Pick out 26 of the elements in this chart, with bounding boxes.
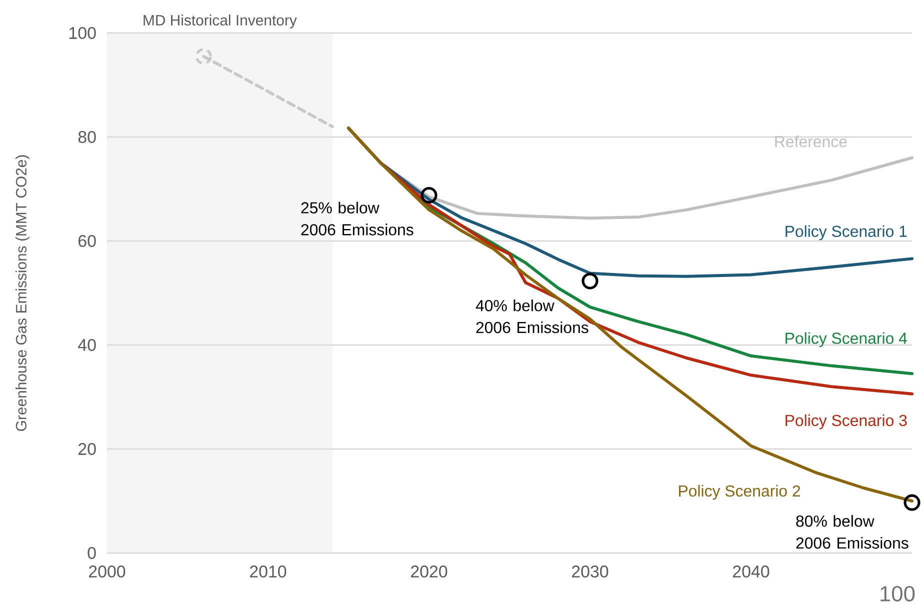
series-label: Reference bbox=[775, 136, 847, 148]
x-tick-label: 2040 bbox=[733, 566, 770, 578]
x-tick-label: 2030 bbox=[572, 566, 608, 578]
annotation: 25% below 2006 Emissions bbox=[301, 202, 414, 236]
text: 100 bbox=[880, 586, 915, 602]
band-label: MD Historical Inventory bbox=[144, 14, 297, 28]
annotation: 40% below 2006 Emissions bbox=[476, 300, 588, 334]
annotation: 80% below 2006 Emissions bbox=[796, 515, 908, 549]
series-label: Policy Scenario 2 bbox=[679, 484, 800, 500]
point bbox=[582, 272, 598, 290]
y-tick-label: 100 bbox=[70, 26, 96, 39]
x-tick-label: 2020 bbox=[411, 566, 448, 578]
point bbox=[420, 186, 438, 204]
x-tick-label: 2000 bbox=[89, 566, 126, 578]
y-tick-label: 40 bbox=[78, 339, 96, 351]
y-tick-label: 0 bbox=[88, 547, 96, 559]
series-label: Policy Scenario 1 bbox=[786, 225, 907, 240]
x-tick-label: 2010 bbox=[250, 566, 286, 578]
y-tick-label: 80 bbox=[78, 130, 96, 143]
series-label: Policy Scenario 3 bbox=[786, 414, 907, 430]
y-axis-title: Greenhouse Gas Emissions (MMT CO2e) bbox=[16, 155, 30, 431]
y-tick-label: 60 bbox=[78, 234, 96, 247]
y-tick-label: 20 bbox=[78, 443, 96, 455]
point bbox=[195, 48, 212, 65]
series-label: Policy Scenario 4 bbox=[786, 332, 907, 348]
point bbox=[904, 494, 920, 511]
